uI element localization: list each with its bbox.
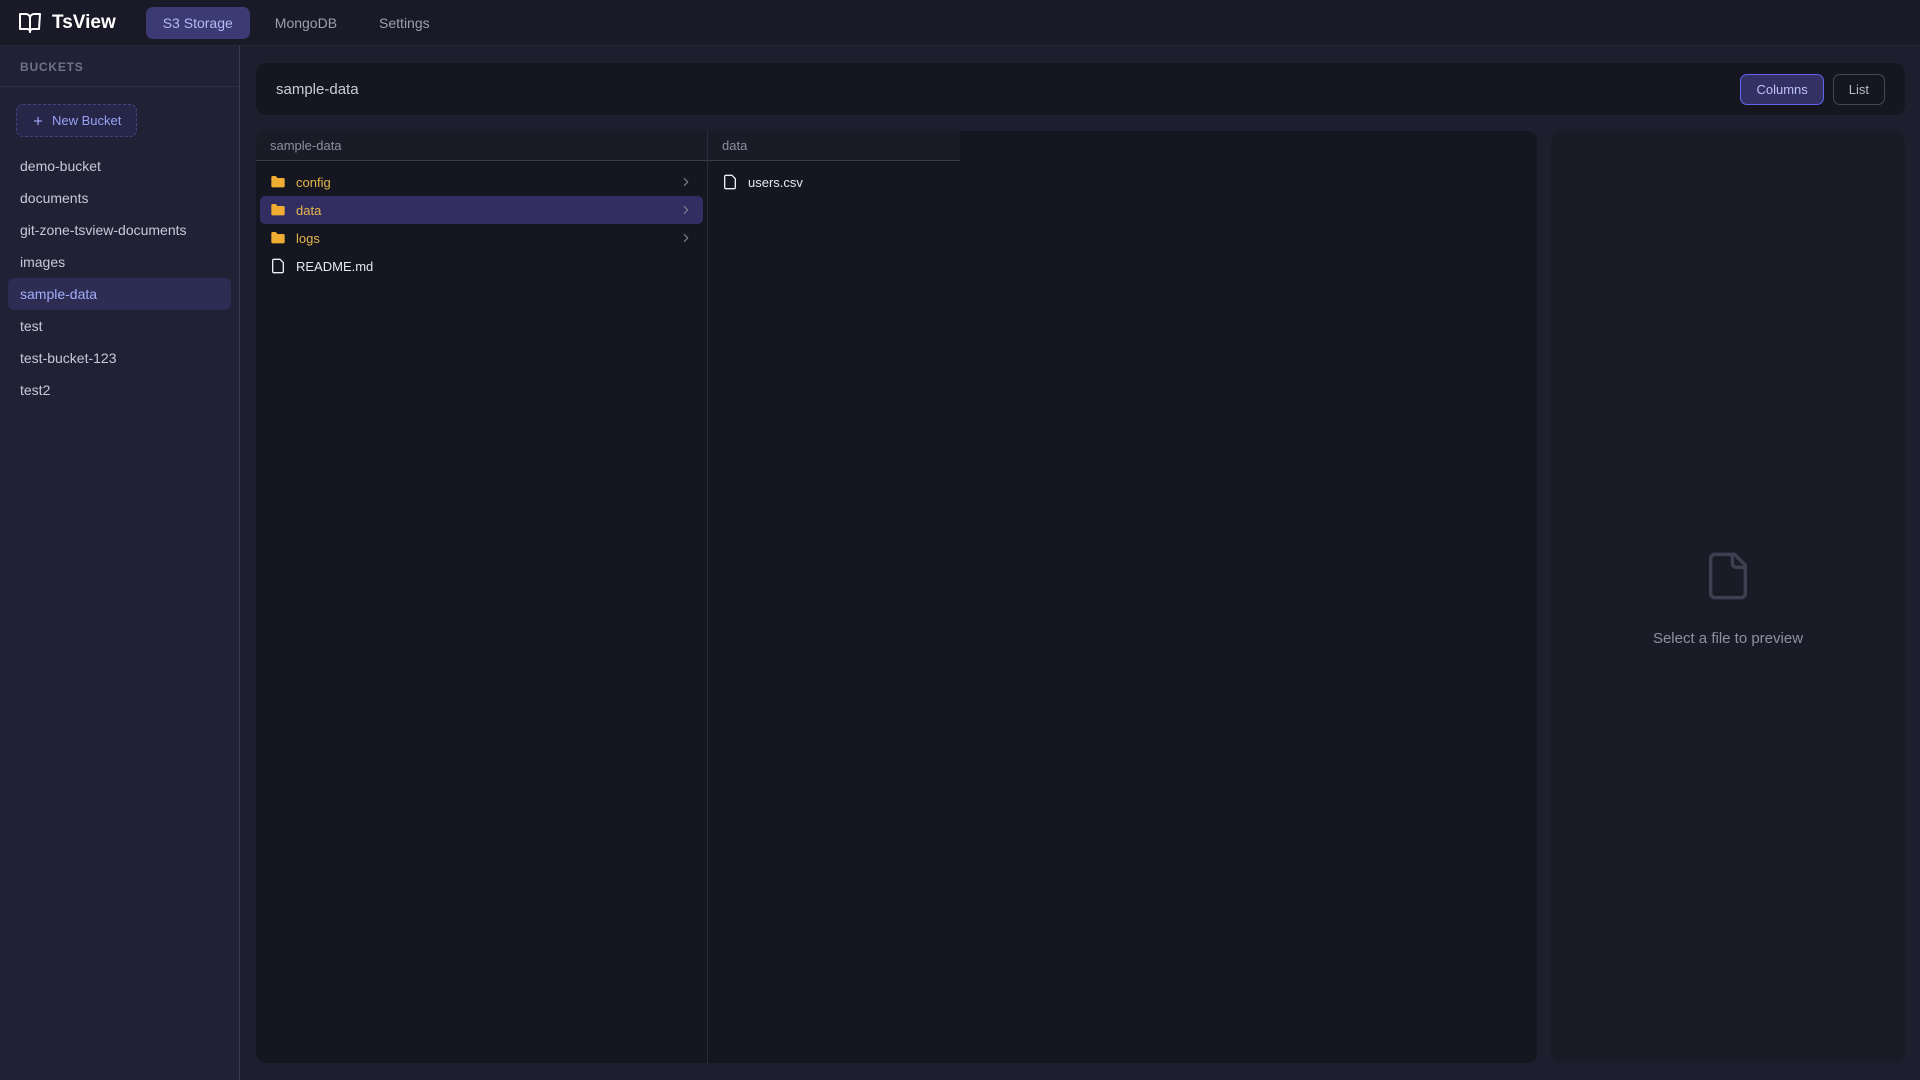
app-shell: BUCKETS New Bucket demo-bucket documents… (0, 46, 1920, 1080)
tab-label: Settings (379, 14, 430, 31)
list-view-button[interactable]: List (1832, 73, 1885, 105)
preview-panel: Select a file to preview (1551, 131, 1905, 1063)
file-row-label: users.csv (748, 174, 803, 190)
column-header: sample-data (256, 131, 707, 161)
plus-icon (33, 116, 43, 125)
app-logo: TsView (18, 11, 116, 35)
tab-s3-storage[interactable]: S3 Storage (145, 6, 250, 39)
chevron-right-icon (683, 205, 689, 215)
chevron-right-icon (683, 177, 689, 187)
file-icon (272, 258, 284, 274)
columns-view-button[interactable]: Columns (1740, 73, 1824, 105)
folder-icon (271, 204, 285, 216)
sidebar-bucket-images[interactable]: images (8, 246, 231, 278)
bucket-name: demo-bucket (20, 158, 101, 174)
sidebar-bucket-test[interactable]: test (8, 310, 231, 342)
column-rows: config data logs README.md (256, 161, 707, 280)
sidebar-bucket-documents[interactable]: documents (8, 182, 231, 214)
file-columns-view: sample-data config data logs RE (256, 131, 1537, 1063)
column-rows: users.csv (708, 161, 960, 196)
topbar: TsView S3 Storage MongoDB Settings (0, 0, 1920, 46)
buckets-heading: BUCKETS (0, 46, 239, 87)
sidebar-bucket-sample-data[interactable]: sample-data (8, 278, 231, 310)
topbar-tabs: S3 Storage MongoDB Settings (145, 6, 447, 39)
folder-row-data[interactable]: data (260, 196, 703, 224)
sidebar-bucket-test2[interactable]: test2 (8, 374, 231, 406)
folder-row-logs[interactable]: logs (260, 224, 703, 252)
bucket-name: images (20, 254, 66, 270)
bucket-name: documents (20, 190, 89, 206)
app-title: TsView (52, 11, 116, 33)
tab-label: MongoDB (274, 14, 338, 31)
folder-row-config[interactable]: config (260, 168, 703, 196)
bucket-list: demo-bucket documents git-zone-tsview-do… (0, 150, 239, 406)
content-row: sample-data config data logs RE (256, 131, 1905, 1063)
bucket-name: git-zone-tsview-documents (20, 222, 187, 238)
file-row-label: data (296, 202, 322, 218)
column-header: data (708, 131, 960, 161)
chevron-right-icon (683, 233, 689, 243)
file-row-label: config (296, 174, 331, 190)
bucket-name: test (20, 318, 43, 334)
main-area: sample-data Columns List sample-data con… (240, 46, 1920, 1080)
page-title: sample-data (276, 80, 359, 98)
file-row-users-csv[interactable]: users.csv (712, 168, 956, 196)
bucket-name: test-bucket-123 (20, 350, 117, 366)
file-column: data users.csv (708, 131, 960, 1063)
new-bucket-button[interactable]: New Bucket (16, 104, 138, 137)
sidebar-bucket-git-zone-tsview-documents[interactable]: git-zone-tsview-documents (8, 214, 231, 246)
bucket-name: sample-data (20, 286, 98, 302)
file-column: sample-data config data logs RE (256, 131, 708, 1063)
tab-label: S3 Storage (162, 14, 233, 31)
sidebar-bucket-demo-bucket[interactable]: demo-bucket (8, 150, 231, 182)
preview-placeholder: Select a file to preview (1652, 629, 1804, 647)
file-icon (1708, 552, 1748, 599)
tab-settings[interactable]: Settings (362, 7, 447, 39)
file-row-readme-md[interactable]: README.md (260, 252, 703, 280)
tab-mongodb[interactable]: MongoDB (258, 7, 354, 39)
main-header: sample-data Columns List (256, 63, 1905, 115)
folder-icon (271, 176, 285, 188)
bucket-name: test2 (20, 382, 51, 398)
book-open-icon (19, 12, 41, 33)
file-row-label: logs (296, 230, 320, 246)
new-bucket-label: New Bucket (52, 113, 122, 128)
sidebar-bucket-test-bucket-123[interactable]: test-bucket-123 (8, 342, 231, 374)
folder-icon (271, 232, 285, 244)
buckets-sidebar: BUCKETS New Bucket demo-bucket documents… (0, 46, 240, 1080)
view-toggle: Columns List (1740, 73, 1885, 105)
file-icon (724, 174, 736, 190)
file-row-label: README.md (296, 258, 374, 274)
